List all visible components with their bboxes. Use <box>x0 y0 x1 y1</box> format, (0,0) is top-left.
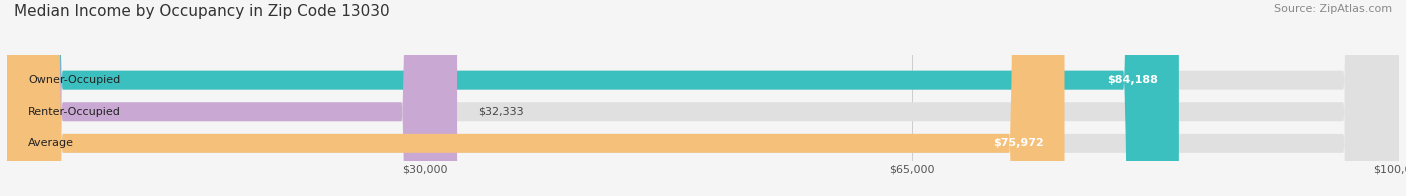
FancyBboxPatch shape <box>7 0 1064 196</box>
Text: Owner-Occupied: Owner-Occupied <box>28 75 120 85</box>
Text: Average: Average <box>28 138 75 148</box>
Text: $84,188: $84,188 <box>1107 75 1159 85</box>
Text: $32,333: $32,333 <box>478 107 523 117</box>
Text: $75,972: $75,972 <box>993 138 1043 148</box>
FancyBboxPatch shape <box>7 0 457 196</box>
FancyBboxPatch shape <box>7 0 1399 196</box>
Text: Median Income by Occupancy in Zip Code 13030: Median Income by Occupancy in Zip Code 1… <box>14 4 389 19</box>
FancyBboxPatch shape <box>7 0 1399 196</box>
Text: Renter-Occupied: Renter-Occupied <box>28 107 121 117</box>
Text: Source: ZipAtlas.com: Source: ZipAtlas.com <box>1274 4 1392 14</box>
FancyBboxPatch shape <box>7 0 1178 196</box>
FancyBboxPatch shape <box>7 0 1399 196</box>
